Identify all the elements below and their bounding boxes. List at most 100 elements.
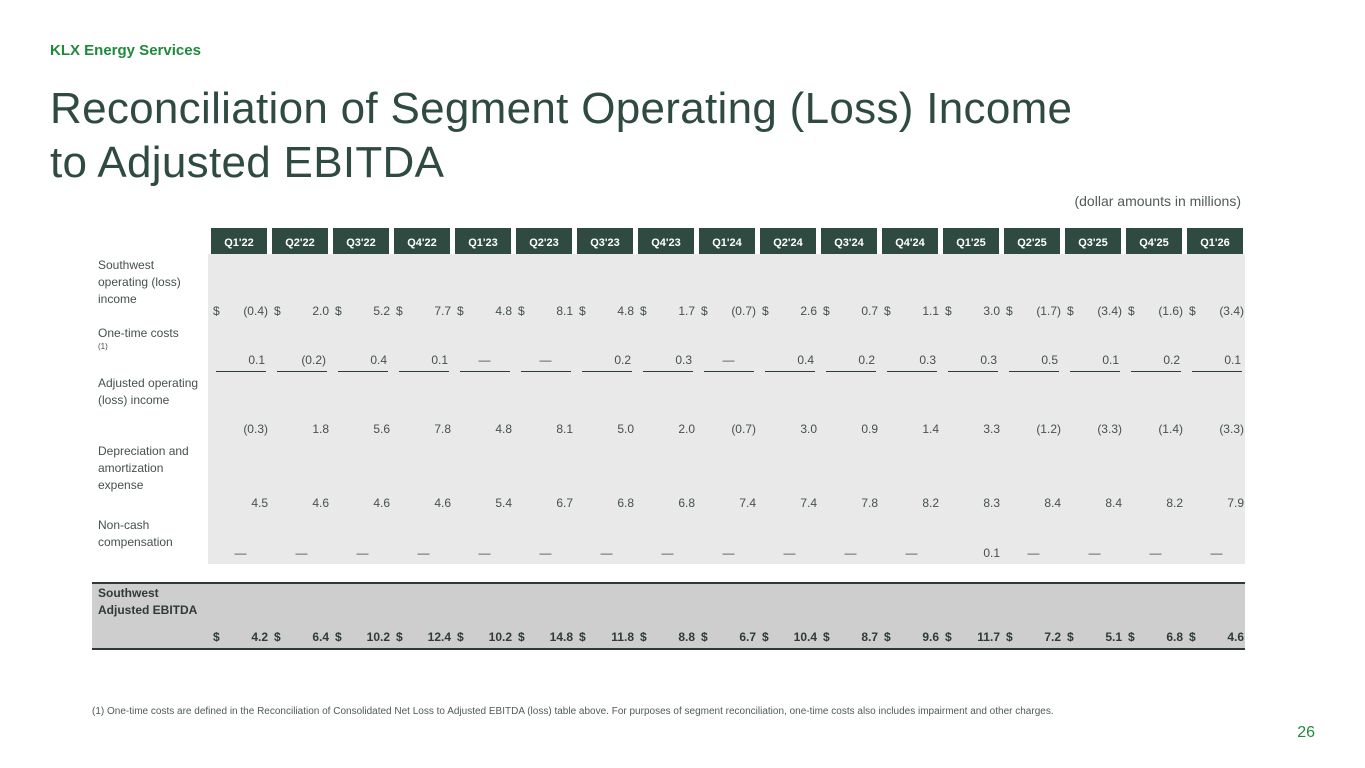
currency-symbol: $ (518, 630, 525, 644)
quarter-header: Q2'22 (269, 228, 330, 254)
value-cell: $ (3.4) (1184, 254, 1245, 322)
total-value-cell: $4.2 (208, 582, 269, 650)
value-cell: 8.3 (940, 440, 1001, 514)
quarter-header: Q1'24 (696, 228, 757, 254)
quarter-label: Q4'25 (1126, 228, 1182, 254)
total-value-cell: $10.2 (452, 582, 513, 650)
value-text: — (539, 353, 552, 367)
value-text: — (1088, 546, 1101, 560)
value-cell: — (818, 514, 879, 564)
header-spacer (92, 228, 208, 254)
quarter-label: Q2'23 (516, 228, 572, 254)
value-text: — (478, 353, 491, 367)
currency-symbol: $ (823, 304, 830, 318)
value-cell: 7.4 (757, 440, 818, 514)
total-value-text: 10.4 (793, 630, 817, 644)
total-value-cell: $11.8 (574, 582, 635, 650)
value-cell: $8.1 (513, 254, 574, 322)
value-text: — (539, 546, 552, 560)
value-cell: 4.6 (391, 440, 452, 514)
value-cell: 6.7 (513, 440, 574, 514)
row-label-text: One-time costs (98, 326, 179, 340)
value-text: 5.4 (495, 496, 512, 510)
table-row: Adjusted operating (loss) income (0.3) 1.8… (92, 372, 1245, 440)
currency-symbol: $ (1067, 304, 1074, 318)
value-cell: $ (1.7) (1001, 254, 1062, 322)
value-cell: $2.6 (757, 254, 818, 322)
value-cell: 1.4 (879, 372, 940, 440)
value-text: (1.6) (1158, 304, 1183, 318)
value-text: — (783, 546, 796, 560)
quarter-label: Q3'24 (821, 228, 877, 254)
value-text: 4.6 (434, 496, 451, 510)
quarter-label: Q4'24 (882, 228, 938, 254)
value-text: 4.6 (373, 496, 390, 510)
value-cell: 3.3 (940, 372, 1001, 440)
value-text: — (417, 546, 430, 560)
value-text: 1.4 (922, 422, 939, 436)
value-text: 1.8 (312, 422, 329, 436)
value-text: 1.7 (678, 304, 695, 318)
value-text: 3.0 (983, 304, 1000, 318)
value-text: 8.1 (556, 304, 573, 318)
quarter-label: Q3'22 (333, 228, 389, 254)
total-value-cell: $4.6 (1184, 582, 1245, 650)
value-text: 4.8 (495, 422, 512, 436)
value-cell: (0.3) (208, 372, 269, 440)
currency-symbol: $ (884, 304, 891, 318)
value-text: (0.3) (243, 422, 268, 436)
value-text: (0.7) (731, 304, 756, 318)
currency-symbol: $ (701, 630, 708, 644)
value-text: — (356, 546, 369, 560)
value-cell: $5.2 (330, 254, 391, 322)
value-text: — (722, 353, 735, 367)
total-value-text: 5.1 (1105, 630, 1122, 644)
value-text: — (478, 546, 491, 560)
spacer-row (92, 564, 1245, 582)
value-text: 6.8 (678, 496, 695, 510)
value-text: 0.1 (983, 546, 1000, 560)
currency-symbol: $ (213, 630, 220, 644)
currency-symbol: $ (518, 304, 525, 318)
row-label-text: Depreciation and amortization expense (98, 444, 189, 492)
value-cell: 8.1 (513, 372, 574, 440)
title-line-2: to Adjusted EBITDA (50, 138, 445, 187)
table-row: Southwest operating (loss) income $ (0.4) $… (92, 254, 1245, 322)
value-cell: 7.8 (391, 372, 452, 440)
value-cell: $ (0.7) (696, 254, 757, 322)
value-text: 0.2 (858, 353, 875, 367)
value-cell: $ (0.4) (208, 254, 269, 322)
total-value-cell: $10.2 (330, 582, 391, 650)
quarter-label: Q1'26 (1187, 228, 1243, 254)
quarter-header: Q4'25 (1123, 228, 1184, 254)
value-text: 7.8 (434, 422, 451, 436)
value-cell: $7.7 (391, 254, 452, 322)
value-cell: — (574, 514, 635, 564)
value-cell: 0.1 (391, 322, 452, 372)
total-value-cell: $6.4 (269, 582, 330, 650)
value-text: 0.4 (797, 353, 814, 367)
footnote-marker: (1) (98, 342, 108, 351)
total-value-text: 11.8 (611, 630, 634, 644)
value-cell: $4.8 (574, 254, 635, 322)
currency-symbol: $ (1189, 630, 1196, 644)
value-text: 0.3 (919, 353, 936, 367)
value-cell: $3.0 (940, 254, 1001, 322)
value-text: 8.1 (556, 422, 573, 436)
value-cell: 6.8 (574, 440, 635, 514)
quarter-header: Q2'23 (513, 228, 574, 254)
value-cell: — (696, 514, 757, 564)
total-value-text: 4.2 (251, 630, 268, 644)
currency-symbol: $ (640, 304, 647, 318)
value-cell: 2.0 (635, 372, 696, 440)
reconciliation-table: Q1'22 Q2'22 Q3'22 Q4'22 Q1'23 Q2'23 Q3'23 Q4'23… (92, 228, 1245, 650)
row-label: Non-cash compensation (92, 514, 208, 564)
currency-symbol: $ (213, 304, 220, 318)
currency-symbol: $ (335, 630, 342, 644)
value-cell: — (1184, 514, 1245, 564)
quarter-label: Q1'23 (455, 228, 511, 254)
value-cell: 8.4 (1062, 440, 1123, 514)
value-cell: 1.8 (269, 372, 330, 440)
value-text: — (905, 546, 918, 560)
value-cell: $1.1 (879, 254, 940, 322)
